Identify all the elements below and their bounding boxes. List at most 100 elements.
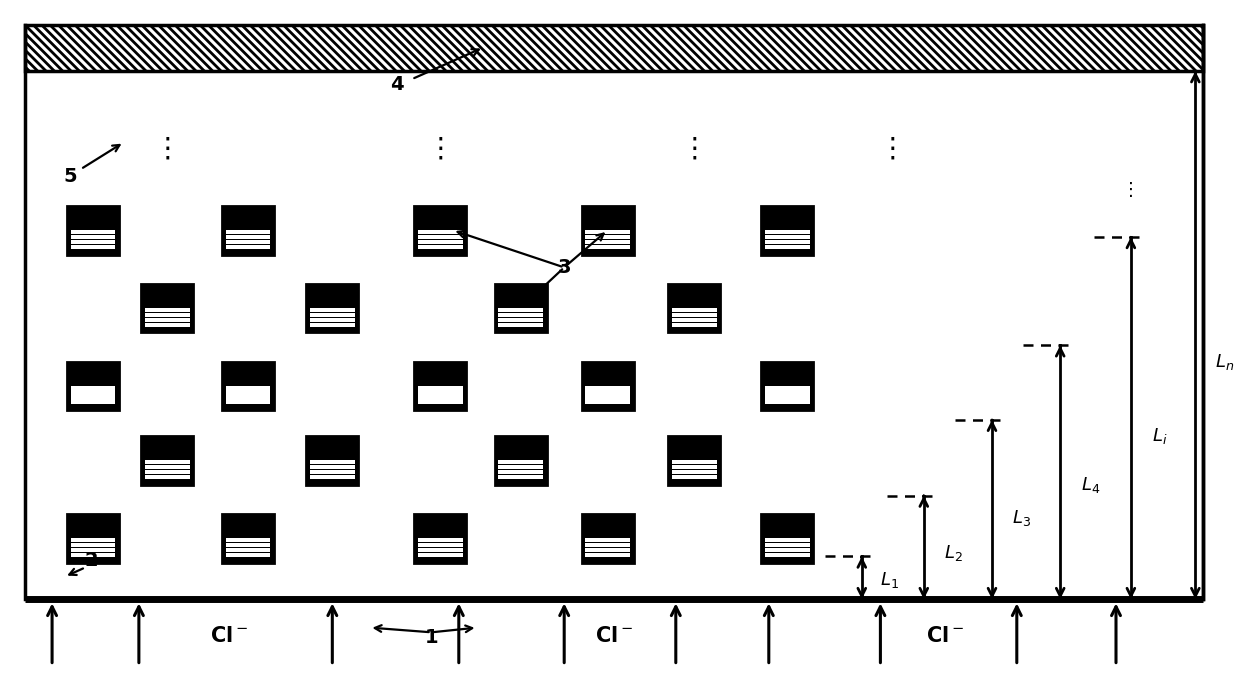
Bar [765,552,810,556]
Bar [145,318,190,322]
Bar [585,235,630,239]
Bar [418,395,463,399]
Bar [585,385,630,389]
Text: $L_{n}$: $L_{n}$ [1215,351,1234,372]
Bar [71,395,115,399]
Bar [765,548,810,552]
Bar [765,244,810,248]
Text: ⋮: ⋮ [427,135,454,163]
Bar [672,465,717,469]
Text: $L_{i}$: $L_{i}$ [1152,426,1167,446]
Bar [418,240,463,244]
Text: ⋮: ⋮ [879,135,906,163]
Bar [414,362,466,410]
Bar [418,552,463,556]
Bar [71,543,115,547]
Bar [67,206,119,255]
Bar [585,538,630,542]
Bar [765,240,810,244]
Text: 1: 1 [425,628,438,647]
Text: $L_{1}$: $L_{1}$ [880,570,899,590]
Text: $L_{3}$: $L_{3}$ [1012,508,1030,529]
Text: $L_{4}$: $L_{4}$ [1081,475,1101,495]
Bar [585,230,630,234]
Bar [71,244,115,248]
Bar [585,552,630,556]
Bar [582,206,634,255]
Bar [672,322,717,326]
Bar [765,400,810,404]
Bar [310,322,355,326]
Bar [310,460,355,464]
Bar [418,538,463,542]
Bar [495,436,547,485]
Text: ⋮: ⋮ [154,135,181,163]
Bar [418,385,463,389]
Bar [418,244,463,248]
Text: 2: 2 [86,551,98,570]
Bar [145,475,190,479]
Bar [71,385,115,389]
Bar [226,240,270,244]
Bar [418,543,463,547]
Bar [498,460,543,464]
Bar [310,307,355,311]
Bar [306,436,358,485]
Text: Cl$^-$: Cl$^-$ [211,626,248,647]
Bar [765,543,810,547]
Bar [141,284,193,332]
Bar [672,470,717,474]
Bar [414,514,466,563]
Bar [145,470,190,474]
Bar [306,284,358,332]
Bar [498,322,543,326]
Bar [71,400,115,404]
Bar [226,552,270,556]
Bar [226,400,270,404]
Bar [222,514,274,563]
Bar [498,465,543,469]
Bar [498,470,543,474]
Bar [585,548,630,552]
Bar [498,313,543,317]
Text: 5: 5 [64,167,77,185]
Bar [145,322,190,326]
Bar [71,240,115,244]
Bar [582,362,634,410]
Bar [585,391,630,395]
Bar [498,475,543,479]
Bar [765,385,810,389]
Bar [222,362,274,410]
Bar [585,543,630,547]
Bar [765,235,810,239]
Bar [310,475,355,479]
Text: ⋮: ⋮ [1122,181,1140,198]
Bar [761,362,813,410]
Bar [226,395,270,399]
Bar [67,362,119,410]
Bar [765,230,810,234]
Bar [71,548,115,552]
Bar [765,395,810,399]
Bar [310,318,355,322]
Bar [418,230,463,234]
Bar [67,514,119,563]
Bar [25,25,1203,71]
Bar [765,391,810,395]
Bar [498,318,543,322]
Bar [71,538,115,542]
Bar [145,460,190,464]
Bar [672,318,717,322]
Bar [71,391,115,395]
Bar [71,552,115,556]
Bar [585,395,630,399]
Bar [226,548,270,552]
Bar [765,538,810,542]
Bar [672,307,717,311]
Bar [226,385,270,389]
Bar [761,206,813,255]
Text: ⋮: ⋮ [681,135,708,163]
Bar [71,235,115,239]
Bar [226,391,270,395]
Bar [226,244,270,248]
